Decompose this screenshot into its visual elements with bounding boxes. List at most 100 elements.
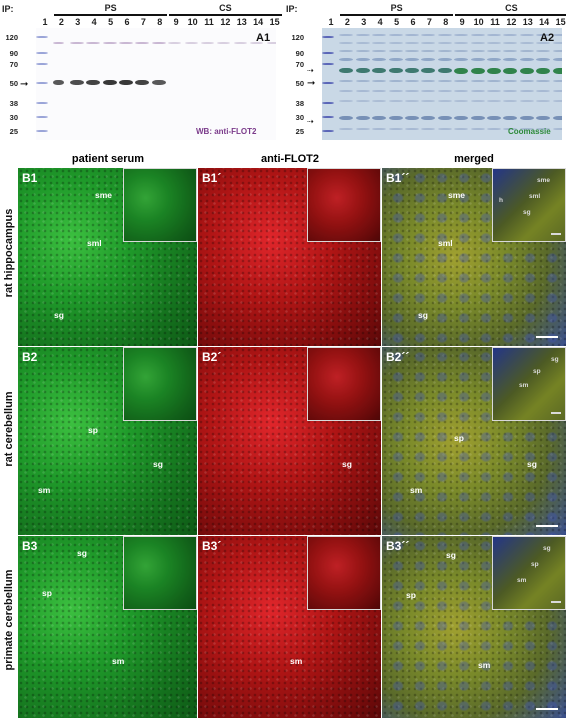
a1-lane-7: 7 [140,17,146,27]
region-label-sg: sg [54,310,64,320]
a2-band-lane-15-row-2 [552,50,562,52]
a1-lane-9: 9 [173,17,179,27]
a1-faint-band-lane-5 [102,42,117,44]
a2-mw-70: 70 [295,60,304,69]
a1-faint-band-lane-8 [151,42,166,44]
a2-ladder-band-3 [322,82,334,84]
region-label-sg: sg [153,459,163,469]
a2-band-lane-11-row-2 [487,50,501,52]
inset-region-label-sp: sp [531,561,539,568]
panel-label: B3 [22,539,38,553]
a2-band-lane-8-row-0 [437,34,452,36]
a2-band-lane-7-row-1 [421,42,436,44]
a2-band-lane-7-row-2 [421,50,436,52]
a2-lane-12: 12 [506,17,517,27]
inset-region-label-sm: sm [517,577,527,584]
a2-band-lane-14-row-5 [536,80,551,82]
a1-group-ps: PS [104,3,117,13]
a1-lane-14: 14 [253,17,264,27]
a2-band-lane-11-row-8 [487,116,501,120]
a1-lane-3: 3 [75,17,81,27]
a2-band-lane-7-row-7 [421,100,436,102]
region-label-sml: sml [438,238,453,248]
a2-band-lane-13-row-6 [519,90,534,92]
region-label-sm: sm [112,656,125,666]
a2-band-lane-12-row-7 [503,100,518,102]
a2-band-lane-7-row-3 [421,58,436,61]
a2-band-lane-5-row-6 [388,90,403,92]
a2-band-lane-3-row-7 [355,100,370,102]
a2-band-lane-14-row-4 [536,68,551,74]
region-label-sm: sm [478,660,491,670]
a2-band-lane-9-row-6 [454,90,469,92]
a2-band-lane-5-row-1 [388,42,403,44]
a2-mw-30: 30 [295,113,304,122]
a2-band-lane-10-row-1 [470,42,485,44]
a2-band-lane-6-row-8 [405,116,419,120]
a2-band-lane-13-row-2 [519,50,534,52]
a2-band-lane-4-row-3 [372,58,387,61]
a2-band-lane-9-row-8 [454,116,469,120]
panel-b1pp: sme sml h sg B1´´ sme sml sg [382,168,566,346]
a1-mw-50: 50 [9,79,18,88]
a2-band-lane-9-row-3 [454,58,469,61]
a2-dashed-arrow-icon-1: ⇢ [307,66,314,75]
a2-lane-9: 9 [459,17,465,27]
a2-band-lane-5-row-5 [388,80,403,82]
inset-scale-bar [551,233,561,235]
a1-lane-15: 15 [269,17,280,27]
a2-mw-50: 50 [295,79,304,88]
a2-band-lane-8-row-4 [437,68,452,73]
a2-band-lane-13-row-4 [519,68,534,74]
a1-lane-11: 11 [204,17,214,27]
a2-band-lane-8-row-2 [437,50,452,52]
a2-lane-15: 15 [555,17,566,27]
a2-band-lane-11-row-0 [487,34,501,36]
a1-lane-8: 8 [157,17,163,27]
a1-faint-band-lane-2 [53,42,65,44]
a1-faint-band-lane-13 [233,42,247,44]
a1-mw-70: 70 [9,60,18,69]
a2-band-lane-8-row-5 [437,80,452,82]
panel-label: B3´´ [386,539,410,553]
a2-band-lane-11-row-9 [487,128,501,130]
a2-band-lane-3-row-1 [355,42,370,44]
a2-band-lane-13-row-9 [519,128,534,130]
a2-lane-3: 3 [361,17,367,27]
a1-lane-6: 6 [124,17,130,27]
a2-band-lane-4-row-7 [372,100,387,102]
a2-panel-label: A2 [540,32,555,44]
a2-band-lane-15-row-4 [552,68,562,74]
a1-ladder-band-4 [36,102,48,104]
a2-band-lane-10-row-4 [470,68,485,74]
a2-band-lane-2-row-9 [339,128,354,130]
region-label-sm: sm [410,485,423,495]
row-header-primate-cerebellum: primate cerebellum [3,569,15,671]
a1-band-lane-8 [151,80,166,85]
a2-ladder-band-0 [322,36,334,38]
a2-band-lane-5-row-9 [388,128,403,130]
a2-band-lane-9-row-5 [454,80,469,82]
a2-band-lane-15-row-3 [552,58,562,61]
a2-band-lane-12-row-0 [503,34,518,36]
a2-band-lane-12-row-5 [503,80,518,82]
inset-b2pp: sg sp sm [492,347,566,421]
row-header-rat-cerebellum: rat cerebellum [3,391,15,467]
a2-band-lane-2-row-4 [339,68,354,73]
a2-band-lane-7-row-6 [421,90,436,92]
a1-band-lane-2 [53,80,65,85]
region-label-sp: sp [454,433,464,443]
a2-lane-8: 8 [443,17,449,27]
a1-mw-38: 38 [9,99,18,108]
a2-arrow-icon: ➞ [307,78,316,89]
panel-b2pp: sg sp sm B2´´ sp sg sm [382,347,566,535]
inset-region-label-sm: sm [519,382,529,389]
panel-label: B1´´ [386,171,410,185]
panel-label: B2 [22,350,38,364]
a2-band-lane-13-row-0 [519,34,534,36]
a2-band-lane-6-row-0 [405,34,419,36]
a2-band-lane-2-row-1 [339,42,354,44]
a2-band-lane-6-row-1 [405,42,419,44]
a2-band-lane-4-row-2 [372,50,387,52]
a1-faint-band-lane-7 [135,42,150,44]
